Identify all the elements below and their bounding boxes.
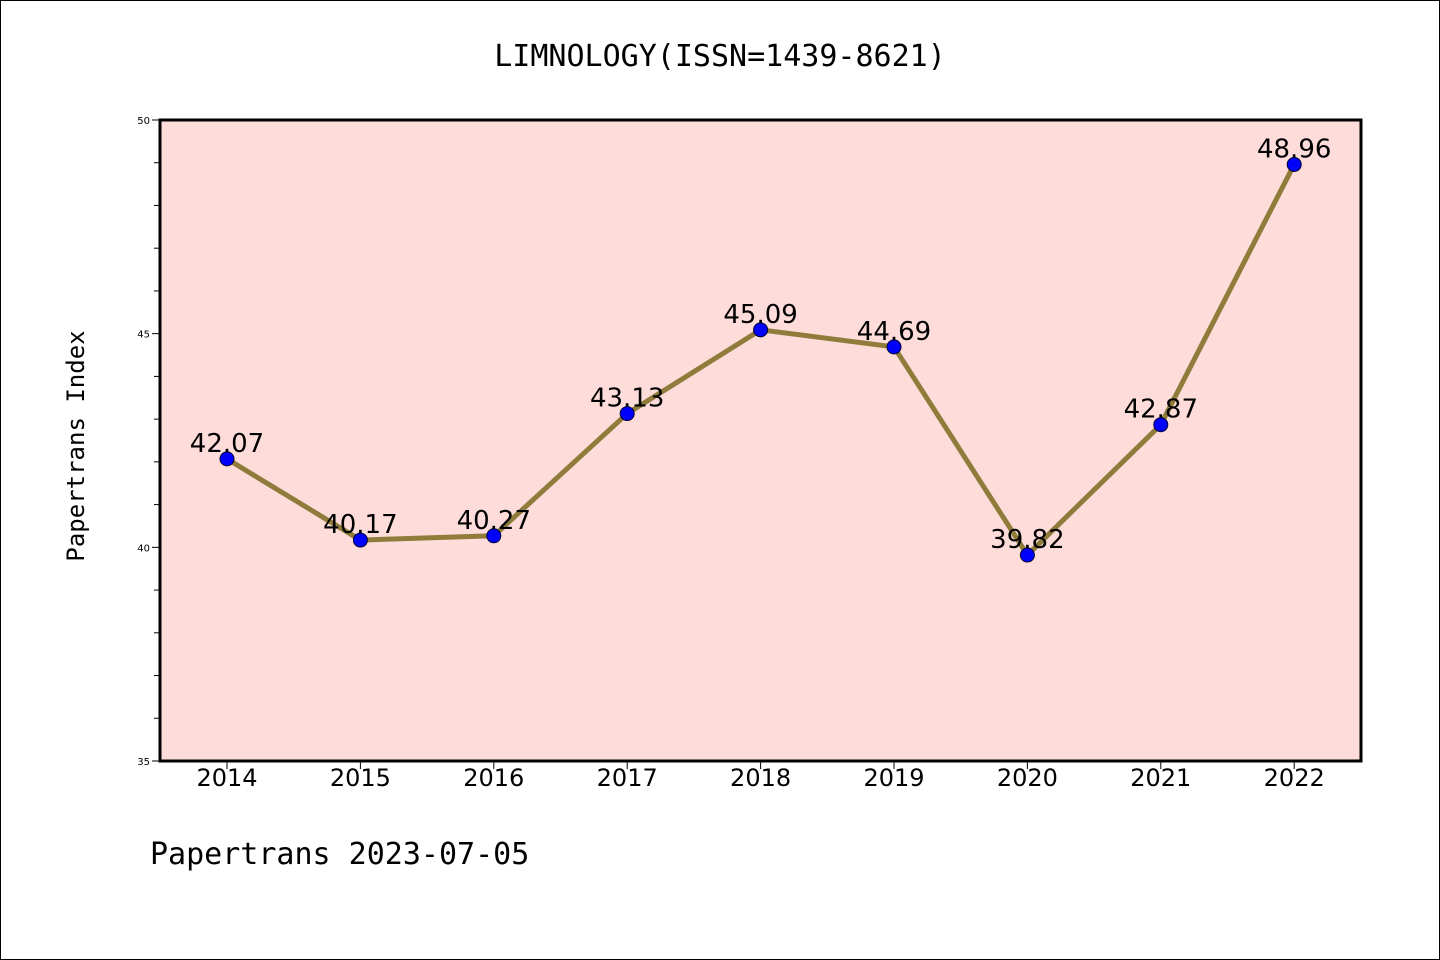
data-label: 42.07 [190, 429, 264, 459]
x-tick-label: 2021 [1130, 764, 1191, 792]
data-point [486, 528, 502, 544]
y-tick-label: 40 [137, 543, 150, 554]
data-label: 45.09 [723, 300, 797, 330]
y-tick-label: 35 [137, 757, 150, 768]
x-tick-label: 2017 [597, 764, 658, 792]
data-point [1153, 417, 1169, 433]
data-label: 39.82 [990, 525, 1064, 555]
data-point [1019, 547, 1035, 563]
data-label: 43.13 [590, 384, 664, 414]
y-tick-label: 50 [137, 116, 150, 127]
data-point [219, 451, 235, 467]
data-label: 44.69 [857, 317, 931, 347]
y-axis-label: Papertrans Index [62, 330, 90, 561]
data-label: 40.17 [323, 510, 397, 540]
series-line-group: 42.07 40.17 40.27 43.13 45.09 44.69 39.82 42.87… [190, 134, 1331, 563]
data-label: 40.27 [457, 506, 531, 536]
x-tick-label: 2022 [1264, 764, 1325, 792]
data-label: 48.96 [1257, 134, 1331, 164]
y-tick-label: 45 [137, 330, 150, 341]
y-axis: 35 40 45 50 [137, 116, 160, 768]
data-point [619, 406, 635, 422]
data-point [753, 322, 769, 338]
data-label: 42.87 [1124, 395, 1198, 425]
data-point [352, 532, 368, 548]
footer-text: Papertrans 2023-07-05 [150, 837, 529, 872]
x-tick-label: 2014 [196, 764, 257, 792]
data-point [1286, 156, 1302, 172]
x-tick-label: 2020 [997, 764, 1058, 792]
x-axis: 2014 2015 2016 2017 2018 2019 2020 2021 2022 [196, 761, 1325, 792]
data-point [886, 339, 902, 355]
x-tick-label: 2018 [730, 764, 791, 792]
plot-area [158, 118, 1363, 763]
x-tick-label: 2019 [863, 764, 924, 792]
x-tick-label: 2015 [330, 764, 391, 792]
x-tick-label: 2016 [463, 764, 524, 792]
chart-title: LIMNOLOGY(ISSN=1439-8621) [494, 39, 946, 74]
